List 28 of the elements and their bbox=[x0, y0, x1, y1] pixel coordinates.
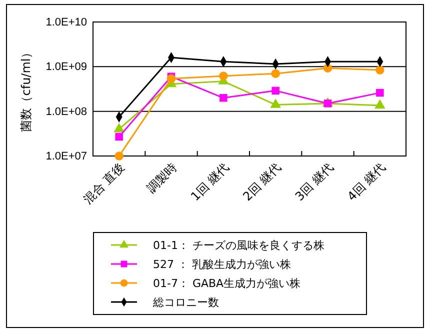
y-tick-label: 1.0E+09 bbox=[46, 61, 87, 74]
point bbox=[220, 94, 228, 102]
point bbox=[271, 69, 280, 78]
point bbox=[376, 88, 384, 97]
point bbox=[374, 99, 386, 109]
point bbox=[272, 86, 280, 95]
legend-label: 01-7： GABA生成力が強い株 bbox=[153, 277, 301, 290]
x-tick-label: 調製時 bbox=[144, 160, 180, 196]
x-tick-label: 混合 直後 bbox=[80, 160, 128, 207]
point bbox=[324, 100, 332, 108]
x-tick-label: 1回 継代 bbox=[188, 160, 232, 204]
point bbox=[166, 74, 176, 83]
legend-label: 01-1： チーズの風味を良くする株 bbox=[153, 239, 324, 252]
y-tick-label: 1.0E+10 bbox=[46, 16, 87, 29]
y-axis-title: 菌数（cfu/ml） bbox=[19, 46, 33, 132]
legend-label: 総コロニー数 bbox=[152, 296, 219, 309]
x-tick-label: 3回 継代 bbox=[292, 160, 336, 204]
point bbox=[270, 98, 281, 108]
point bbox=[115, 132, 123, 141]
x-tick-label: 4回 継代 bbox=[344, 160, 388, 204]
point bbox=[219, 72, 228, 80]
point bbox=[114, 122, 124, 132]
y-tick-label: 1.0E+08 bbox=[46, 106, 87, 118]
point bbox=[376, 66, 384, 74]
point bbox=[114, 152, 124, 160]
y-tick-label: 1.0E+07 bbox=[46, 150, 87, 163]
x-tick-label: 2回 継代 bbox=[240, 160, 284, 204]
legend-label: 527 ： 乳酸生成力が強い株 bbox=[153, 258, 291, 271]
